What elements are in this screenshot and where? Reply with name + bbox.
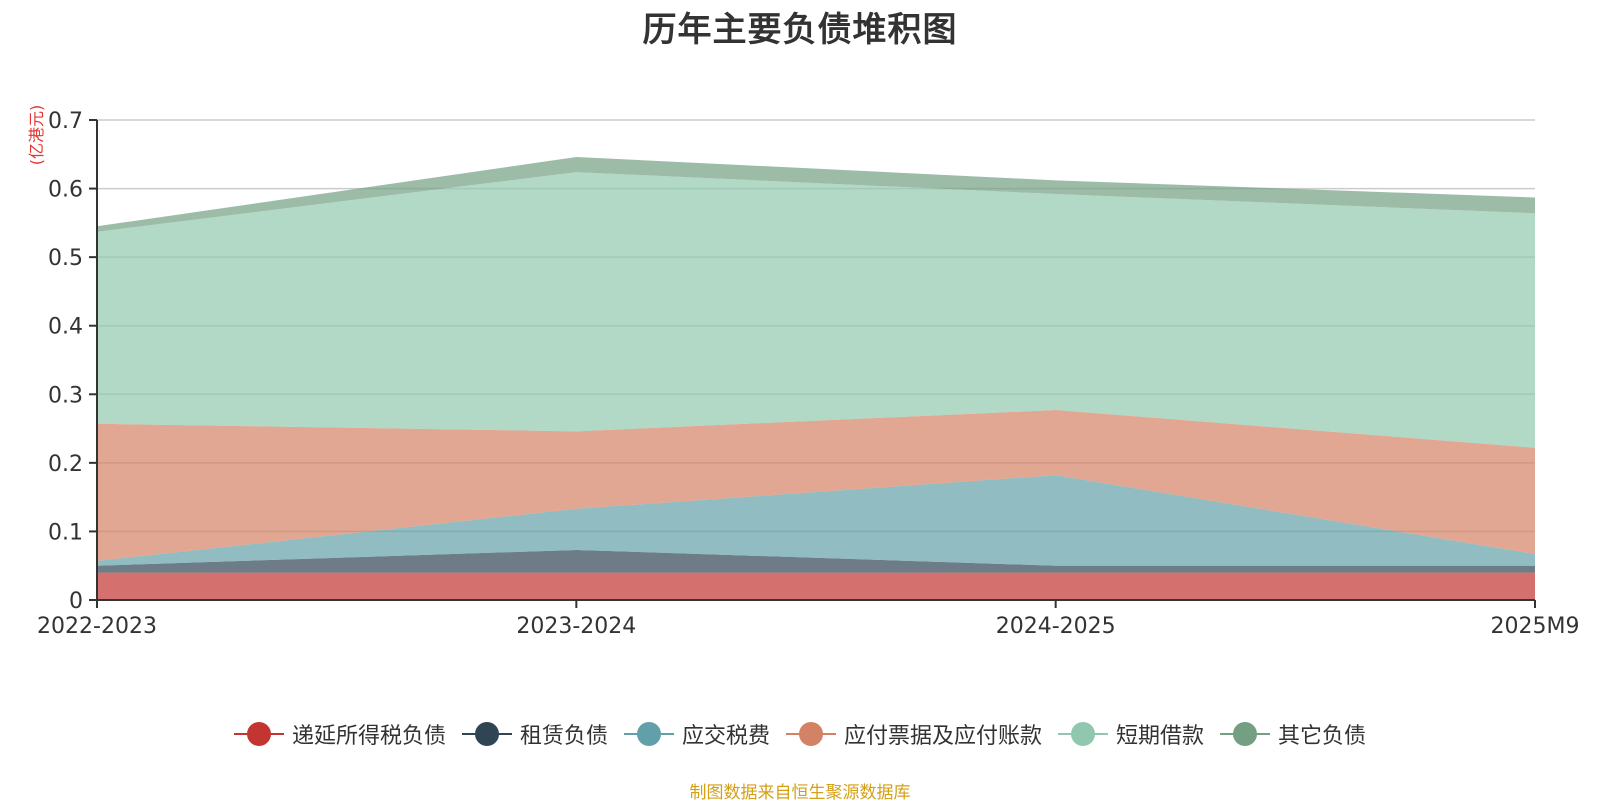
- stacked-area-chart: 0 0.1 0.2 0.3 0.4 0.5 0.6 0.7 2022-2023 2023-2024…: [27, 105, 1579, 639]
- legend-item[interactable]: 应交税费: [623, 718, 770, 750]
- legend-label: 应付票据及应付账款: [844, 724, 1043, 749]
- legend-marker-icon: [786, 721, 836, 747]
- legend-marker-icon: [233, 721, 284, 747]
- legend-marker-icon: [461, 721, 512, 747]
- x-tick-label: 2022-2023: [37, 614, 157, 639]
- legend-marker-icon: [1058, 721, 1109, 747]
- legend-label: 短期借款: [1116, 724, 1205, 749]
- legend-item[interactable]: 应付票据及应付账款: [786, 718, 1042, 750]
- area-series-6: [97, 157, 1535, 232]
- area-series-3: [97, 475, 1535, 566]
- legend-item[interactable]: 其它负债: [1220, 718, 1366, 750]
- area-series-5: [97, 172, 1535, 448]
- axes: 0 0.1 0.2 0.3 0.4 0.5 0.6 0.7 2022-2023 2023-2024…: [37, 109, 1579, 639]
- legend-label: 其它负债: [1278, 724, 1367, 749]
- y-axis-unit-label: (亿港元): [27, 105, 46, 166]
- area-series-2: [97, 549, 1535, 573]
- chart-legend: 递延所得税负债 租赁负债 应交税费 应付票据及应付账款 短期借款 其它负债: [0, 718, 1600, 750]
- y-tick-label: 0: [69, 589, 83, 614]
- legend-marker-icon: [623, 721, 674, 747]
- legend-label: 租赁负债: [519, 724, 608, 749]
- y-tick-label: 0.5: [48, 246, 83, 271]
- data-source-note: 制图数据来自恒生聚源数据库: [689, 783, 911, 803]
- area-series-4: [97, 410, 1535, 561]
- legend-label: 应交税费: [681, 724, 770, 749]
- y-tick-label: 0.1: [48, 520, 83, 545]
- y-tick-label: 0.3: [48, 383, 83, 408]
- legend-item[interactable]: 租赁负债: [461, 718, 608, 750]
- legend-marker-icon: [1220, 721, 1271, 747]
- x-tick-label: 2025M9: [1491, 614, 1580, 639]
- y-tick-label: 0.6: [48, 178, 83, 203]
- area-series-1: [97, 572, 1535, 600]
- legend-item[interactable]: 短期借款: [1058, 718, 1204, 750]
- y-tick-label: 0.2: [48, 452, 83, 477]
- x-tick-label: 2024-2025: [996, 614, 1116, 639]
- legend-label: 递延所得税负债: [291, 724, 446, 749]
- chart-title: 历年主要负债堆积图: [642, 10, 958, 50]
- y-tick-label: 0.7: [48, 109, 83, 134]
- legend-item[interactable]: 递延所得税负债: [233, 718, 446, 750]
- area-series-layer: [97, 157, 1535, 600]
- x-tick-label: 2023-2024: [516, 614, 636, 639]
- y-tick-label: 0.4: [48, 315, 83, 340]
